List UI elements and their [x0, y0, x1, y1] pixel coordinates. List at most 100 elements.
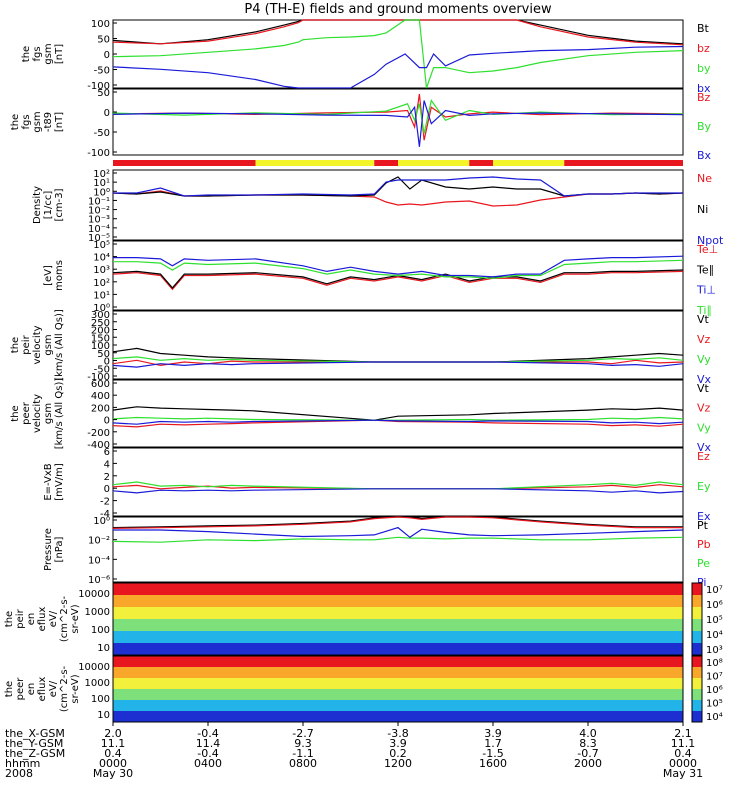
y-tick-label: 10 [97, 643, 110, 654]
y-tick-label: 200 [91, 326, 110, 337]
y-axis-label: gsm [43, 43, 54, 64]
y-tick-label: 10⁻² [88, 536, 110, 547]
y-axis-label: the [10, 405, 21, 421]
colorbar-band [692, 607, 702, 620]
x-tick-label: 0.2 [389, 747, 407, 760]
colorbar-band [692, 631, 702, 644]
spectrogram-band [113, 711, 683, 723]
colorbar-tick-label: 10⁴ [706, 712, 723, 723]
x-tick-label: -0.4 [197, 747, 218, 760]
mode-segment [374, 160, 398, 166]
figure-title: P4 (TH-E) fields and ground moments over… [244, 2, 552, 17]
series-line-Pe [112, 536, 684, 543]
panel-peer_spec: 10⁸ 10⁷ 10⁶ 10⁵ 10⁴ 10000 1000 100 10 the peer en ef… [4, 655, 723, 723]
y-axis-label: [eV] [43, 265, 54, 286]
x-tick-label: 11.1 [671, 737, 696, 750]
y-tick-label: 10⁻⁵ [88, 233, 110, 244]
legend-label: Bx [697, 149, 712, 162]
y-tick-label: 100 [91, 19, 110, 30]
spectrogram-band [113, 619, 683, 632]
legend-label: bx [697, 82, 711, 95]
y-tick-label: -400 [87, 440, 110, 451]
series-line-Vt [112, 406, 684, 421]
colorbar-band [692, 595, 702, 608]
y-tick-label: 10² [93, 278, 110, 289]
y-tick-label: 150 [91, 333, 110, 344]
mode-segment [255, 160, 375, 166]
y-tick-label: 100 [91, 341, 110, 352]
y-axis-label: Pressure [43, 528, 54, 571]
colorbar-tick-label: 10⁶ [706, 685, 723, 696]
panel-frame [112, 19, 684, 89]
legend-label: Vz [697, 333, 711, 346]
legend-label: Vx [697, 373, 712, 386]
y-axis-label: eflux [37, 607, 48, 632]
x-row-label: 2008 [5, 767, 33, 780]
y-tick-label: 10⁵ [93, 240, 110, 251]
y-axis-label: -t89 [43, 112, 54, 132]
series-line-Npot [113, 176, 683, 197]
series-line-Vx [112, 361, 684, 368]
colorbar-band [692, 656, 702, 668]
x-tick-label: 9.3 [294, 737, 312, 750]
y-axis-label: [km/s (All Qs)] [54, 378, 65, 450]
y-tick-label: 10⁻⁴ [88, 224, 110, 235]
y-axis-label: [1/cc] [43, 191, 54, 220]
y-axis-label: en [26, 613, 37, 626]
x-row-label: the_Y-GSM [5, 737, 63, 750]
y-tick-label: 50 [97, 349, 110, 360]
legend-label: bz [697, 42, 710, 55]
y-tick-label: 50 [97, 88, 110, 99]
y-tick-label: 10⁻³ [88, 215, 110, 226]
x-tick-label: -0.4 [197, 727, 218, 740]
legend-label: By [697, 120, 712, 133]
y-tick-label: 10⁰ [93, 187, 110, 198]
y-axis-label: moms [54, 260, 65, 291]
series-line-Ti∥ [113, 259, 684, 279]
y-tick-label: 600 [91, 379, 110, 390]
colorbar-band [692, 711, 702, 723]
y-tick-label: 10¹ [93, 178, 110, 189]
x-tick-label: 11.1 [101, 737, 126, 750]
legend-label: Bt [697, 22, 710, 35]
y-axis-label: the [21, 46, 32, 62]
colorbar-tick-label: 10⁵ [706, 615, 723, 626]
legend-label: Ni [697, 203, 708, 216]
y-axis-label: peer [21, 401, 32, 425]
x-tick-label: -1.1 [292, 747, 313, 760]
colorbar-tick-label: 10⁶ [706, 600, 723, 611]
panel-mode_bar [113, 160, 683, 166]
colorbar-band [692, 583, 702, 596]
y-axis-label: velocity [32, 325, 43, 364]
x-tick-label: 0400 [194, 757, 222, 770]
y-tick-label: 10⁴ [93, 253, 110, 264]
y-tick-label: -50 [94, 364, 110, 375]
x-tick-label: 1.7 [484, 737, 502, 750]
x-tick-label: 2.0 [104, 727, 122, 740]
y-tick-label: 10⁰ [93, 516, 110, 527]
series-line-Pi [113, 526, 684, 539]
y-tick-label: 1000 [85, 678, 110, 689]
legend-label: Pt [697, 519, 709, 532]
y-tick-label: 4 [104, 459, 110, 470]
legend-label: Vx [697, 441, 712, 454]
legend-label: Te⊥ [696, 243, 718, 256]
y-axis-label: (cm^2-s- [59, 665, 70, 712]
x-tick-label: 0.4 [674, 747, 692, 760]
legend-label: Ez [697, 450, 710, 463]
panel-frame [112, 447, 684, 517]
y-tick-label: 10³ [93, 265, 110, 276]
y-axis-label: Density [32, 186, 43, 224]
panel-frame [112, 582, 684, 656]
spectrogram-band [113, 631, 683, 644]
y-axis-label: en [26, 683, 37, 696]
legend-label: by [697, 62, 711, 75]
mode-segment [469, 160, 493, 166]
legend-label: Pb [697, 538, 711, 551]
x-tick-label: 3.9 [484, 727, 502, 740]
y-axis-label: [nT] [54, 44, 65, 64]
legend-label: Npot [697, 234, 724, 247]
legend-label: Vz [697, 402, 711, 415]
